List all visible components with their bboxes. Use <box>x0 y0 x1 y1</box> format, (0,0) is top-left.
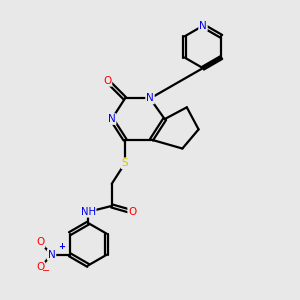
Text: N: N <box>48 250 56 260</box>
Text: S: S <box>122 158 128 168</box>
Text: N: N <box>199 21 207 31</box>
Text: O: O <box>36 262 44 272</box>
Text: NH: NH <box>81 207 96 217</box>
Text: N: N <box>108 114 116 124</box>
Text: O: O <box>128 207 136 217</box>
Text: −: − <box>42 266 50 276</box>
Text: O: O <box>36 238 44 248</box>
Text: N: N <box>146 94 154 103</box>
Text: +: + <box>58 242 65 251</box>
Text: O: O <box>103 76 111 86</box>
